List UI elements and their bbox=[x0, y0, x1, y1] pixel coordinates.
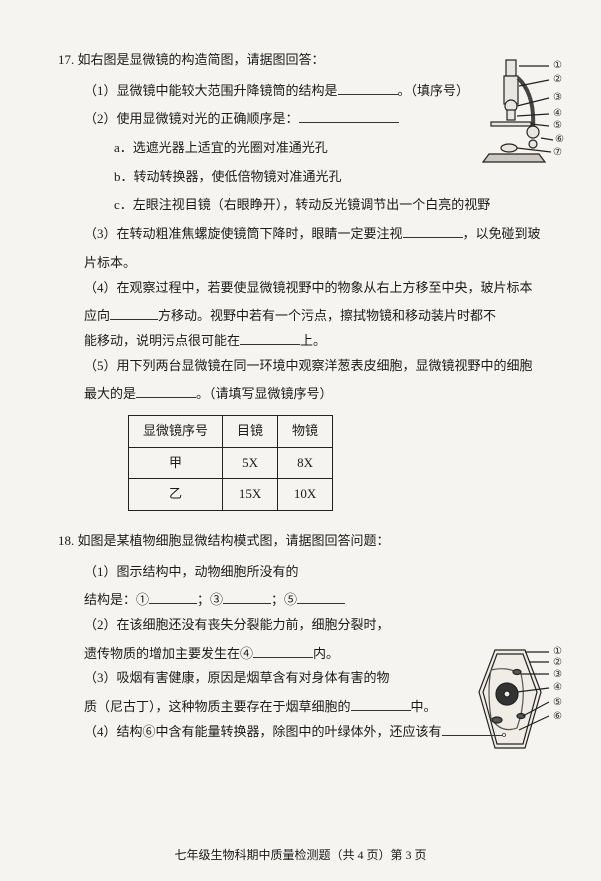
cell-diagram: ① ② ③ ④ ⑤ ⑥ bbox=[467, 640, 567, 770]
blank-input[interactable] bbox=[299, 109, 399, 123]
q17-part4-line3: 能移动，说明污点很可能在上。 bbox=[58, 329, 549, 354]
q18-part3: （3）吸烟有害健康，原因是烟草含有对身体有害的物 bbox=[58, 666, 549, 691]
blank-input[interactable] bbox=[136, 384, 196, 398]
q17-part1: （1）显微镜中能较大范围升降镜筒的结构是。（填序号） bbox=[58, 79, 549, 104]
q17-part4: （4）在观察过程中，若要使显微镜视野中的物象从右上方移至中央，玻片标本 bbox=[58, 276, 549, 301]
table-cell: 15X bbox=[223, 479, 278, 511]
cell-label-4: ④ bbox=[553, 682, 562, 693]
q18-part2: （2）在该细胞还没有丧失分裂能力前，细胞分裂时， bbox=[58, 613, 549, 638]
q18-part4: （4）结构⑥中含有能量转换器，除图中的叶绿体外，还应该有。 bbox=[58, 720, 549, 745]
q17-part4-line2: 应向方移动。视野中若有一个污点，擦拭物镜和移动装片时都不 bbox=[58, 304, 549, 329]
q18-part1-line2: 结构是：①；③；⑤ bbox=[58, 588, 549, 613]
q17-header-text: 如右图是显微镜的构造简图，请据图回答： bbox=[78, 52, 325, 67]
blank-input[interactable] bbox=[223, 590, 271, 604]
table-cell: 物镜 bbox=[278, 415, 333, 447]
q18-part1: （1）图示结构中，动物细胞所没有的 bbox=[58, 560, 549, 585]
page-footer: 七年级生物科期中质量检测题（共 4 页）第 3 页 bbox=[0, 844, 601, 867]
microscope-label-2: ② bbox=[553, 74, 562, 85]
blank-input[interactable] bbox=[253, 644, 313, 658]
blank-input[interactable] bbox=[110, 306, 158, 320]
microscope-label-3: ③ bbox=[553, 92, 562, 103]
blank-input[interactable] bbox=[442, 722, 502, 736]
q18-number: 18. bbox=[58, 533, 74, 548]
table-cell: 10X bbox=[278, 479, 333, 511]
q17-part3: （3）在转动粗准焦螺旋使镜筒下降时，眼睛一定要注视，以免碰到玻 bbox=[58, 222, 549, 247]
microscope-label-7: ⑦ bbox=[553, 147, 562, 158]
microscope-label-4: ④ bbox=[553, 108, 562, 119]
cell-label-5: ⑤ bbox=[553, 697, 562, 708]
q17-number: 17. bbox=[58, 52, 74, 67]
table-cell: 8X bbox=[278, 447, 333, 479]
blank-input[interactable] bbox=[351, 697, 411, 711]
table-row-header: 显微镜序号 目镜 物镜 bbox=[129, 415, 333, 447]
blank-input[interactable] bbox=[149, 590, 197, 604]
q17-part2c: c．左眼注视目镜（右眼睁开），转动反光镜调节出一个白亮的视野 bbox=[58, 193, 549, 218]
cell-label-6: ⑥ bbox=[553, 711, 562, 722]
microscope-label-5: ⑤ bbox=[553, 120, 562, 131]
blank-input[interactable] bbox=[338, 81, 398, 95]
table-cell: 甲 bbox=[129, 447, 223, 479]
question-17: 17. 如右图是显微镜的构造简图，请据图回答： （1）显微镜中能较大范围升降镜筒… bbox=[58, 48, 549, 511]
q18-header-text: 如图是某植物细胞显微结构模式图，请据图回答问题： bbox=[78, 533, 390, 548]
table-cell: 乙 bbox=[129, 479, 223, 511]
table-cell: 显微镜序号 bbox=[129, 415, 223, 447]
microscope-table: 显微镜序号 目镜 物镜 甲 5X 8X 乙 15X 10X bbox=[58, 415, 549, 511]
q17-part5-line2: 最大的是。（请填写显微镜序号） bbox=[58, 382, 549, 407]
cell-label-3: ③ bbox=[553, 669, 562, 680]
table-cell: 5X bbox=[223, 447, 278, 479]
cell-label-1: ① bbox=[553, 646, 562, 657]
q17-part3-cont: 片标本。 bbox=[58, 251, 549, 276]
blank-input[interactable] bbox=[403, 224, 463, 238]
table-row: 乙 15X 10X bbox=[129, 479, 333, 511]
q17-part5: （5）用下列两台显微镜在同一环境中观察洋葱表皮细胞，显微镜视野中的细胞 bbox=[58, 354, 549, 379]
microscope-label-1: ① bbox=[553, 60, 562, 71]
blank-input[interactable] bbox=[297, 590, 345, 604]
q17-part2: （2）使用显微镜对光的正确顺序是： bbox=[58, 107, 549, 132]
cell-label-2: ② bbox=[553, 657, 562, 668]
blank-input[interactable] bbox=[240, 331, 300, 345]
table-row: 甲 5X 8X bbox=[129, 447, 333, 479]
table-cell: 目镜 bbox=[223, 415, 278, 447]
microscope-label-6: ⑥ bbox=[555, 134, 564, 145]
